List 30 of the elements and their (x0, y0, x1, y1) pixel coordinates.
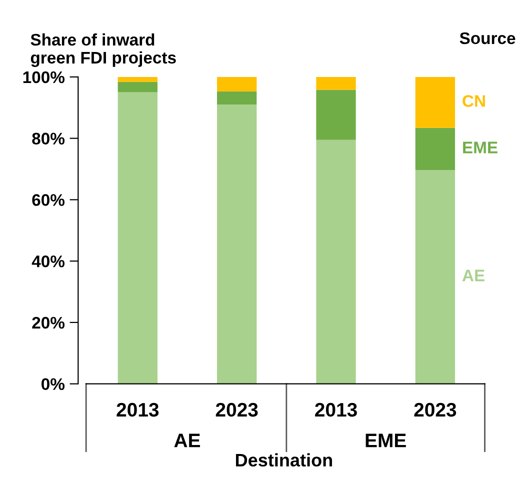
bar (316, 140, 356, 384)
x-tick-label: 2013 (315, 402, 357, 417)
y-tick-label: 40% (32, 255, 65, 268)
chart-title: Share of inward green FDI projects (30, 33, 176, 67)
bar (316, 90, 356, 140)
x-tick-label: 2023 (216, 402, 258, 417)
bar (118, 76, 158, 82)
bar (217, 91, 257, 105)
bar (415, 170, 456, 384)
bar (217, 104, 257, 384)
series-label: CN (462, 95, 485, 107)
y-tick-label: 20% (32, 316, 65, 329)
bar (415, 128, 456, 170)
bar (118, 92, 158, 384)
y-tick-label: 60% (32, 194, 65, 206)
series-label: AE (462, 270, 484, 282)
bar (316, 76, 356, 90)
y-tick-label: 100% (23, 71, 65, 84)
text: EME (366, 434, 406, 448)
legend-title: Source (460, 32, 516, 44)
series-label: EME (463, 142, 498, 154)
bar (415, 76, 456, 128)
y-tick-label: 80% (32, 132, 65, 145)
text: AE (174, 434, 200, 448)
x-tick-label: 2013 (116, 402, 159, 417)
bar (118, 82, 158, 92)
bar (217, 76, 257, 92)
x-tick-label: 2023 (414, 402, 456, 417)
y-tick-label: 0% (42, 378, 65, 390)
x-axis-title: Destination (236, 453, 332, 467)
